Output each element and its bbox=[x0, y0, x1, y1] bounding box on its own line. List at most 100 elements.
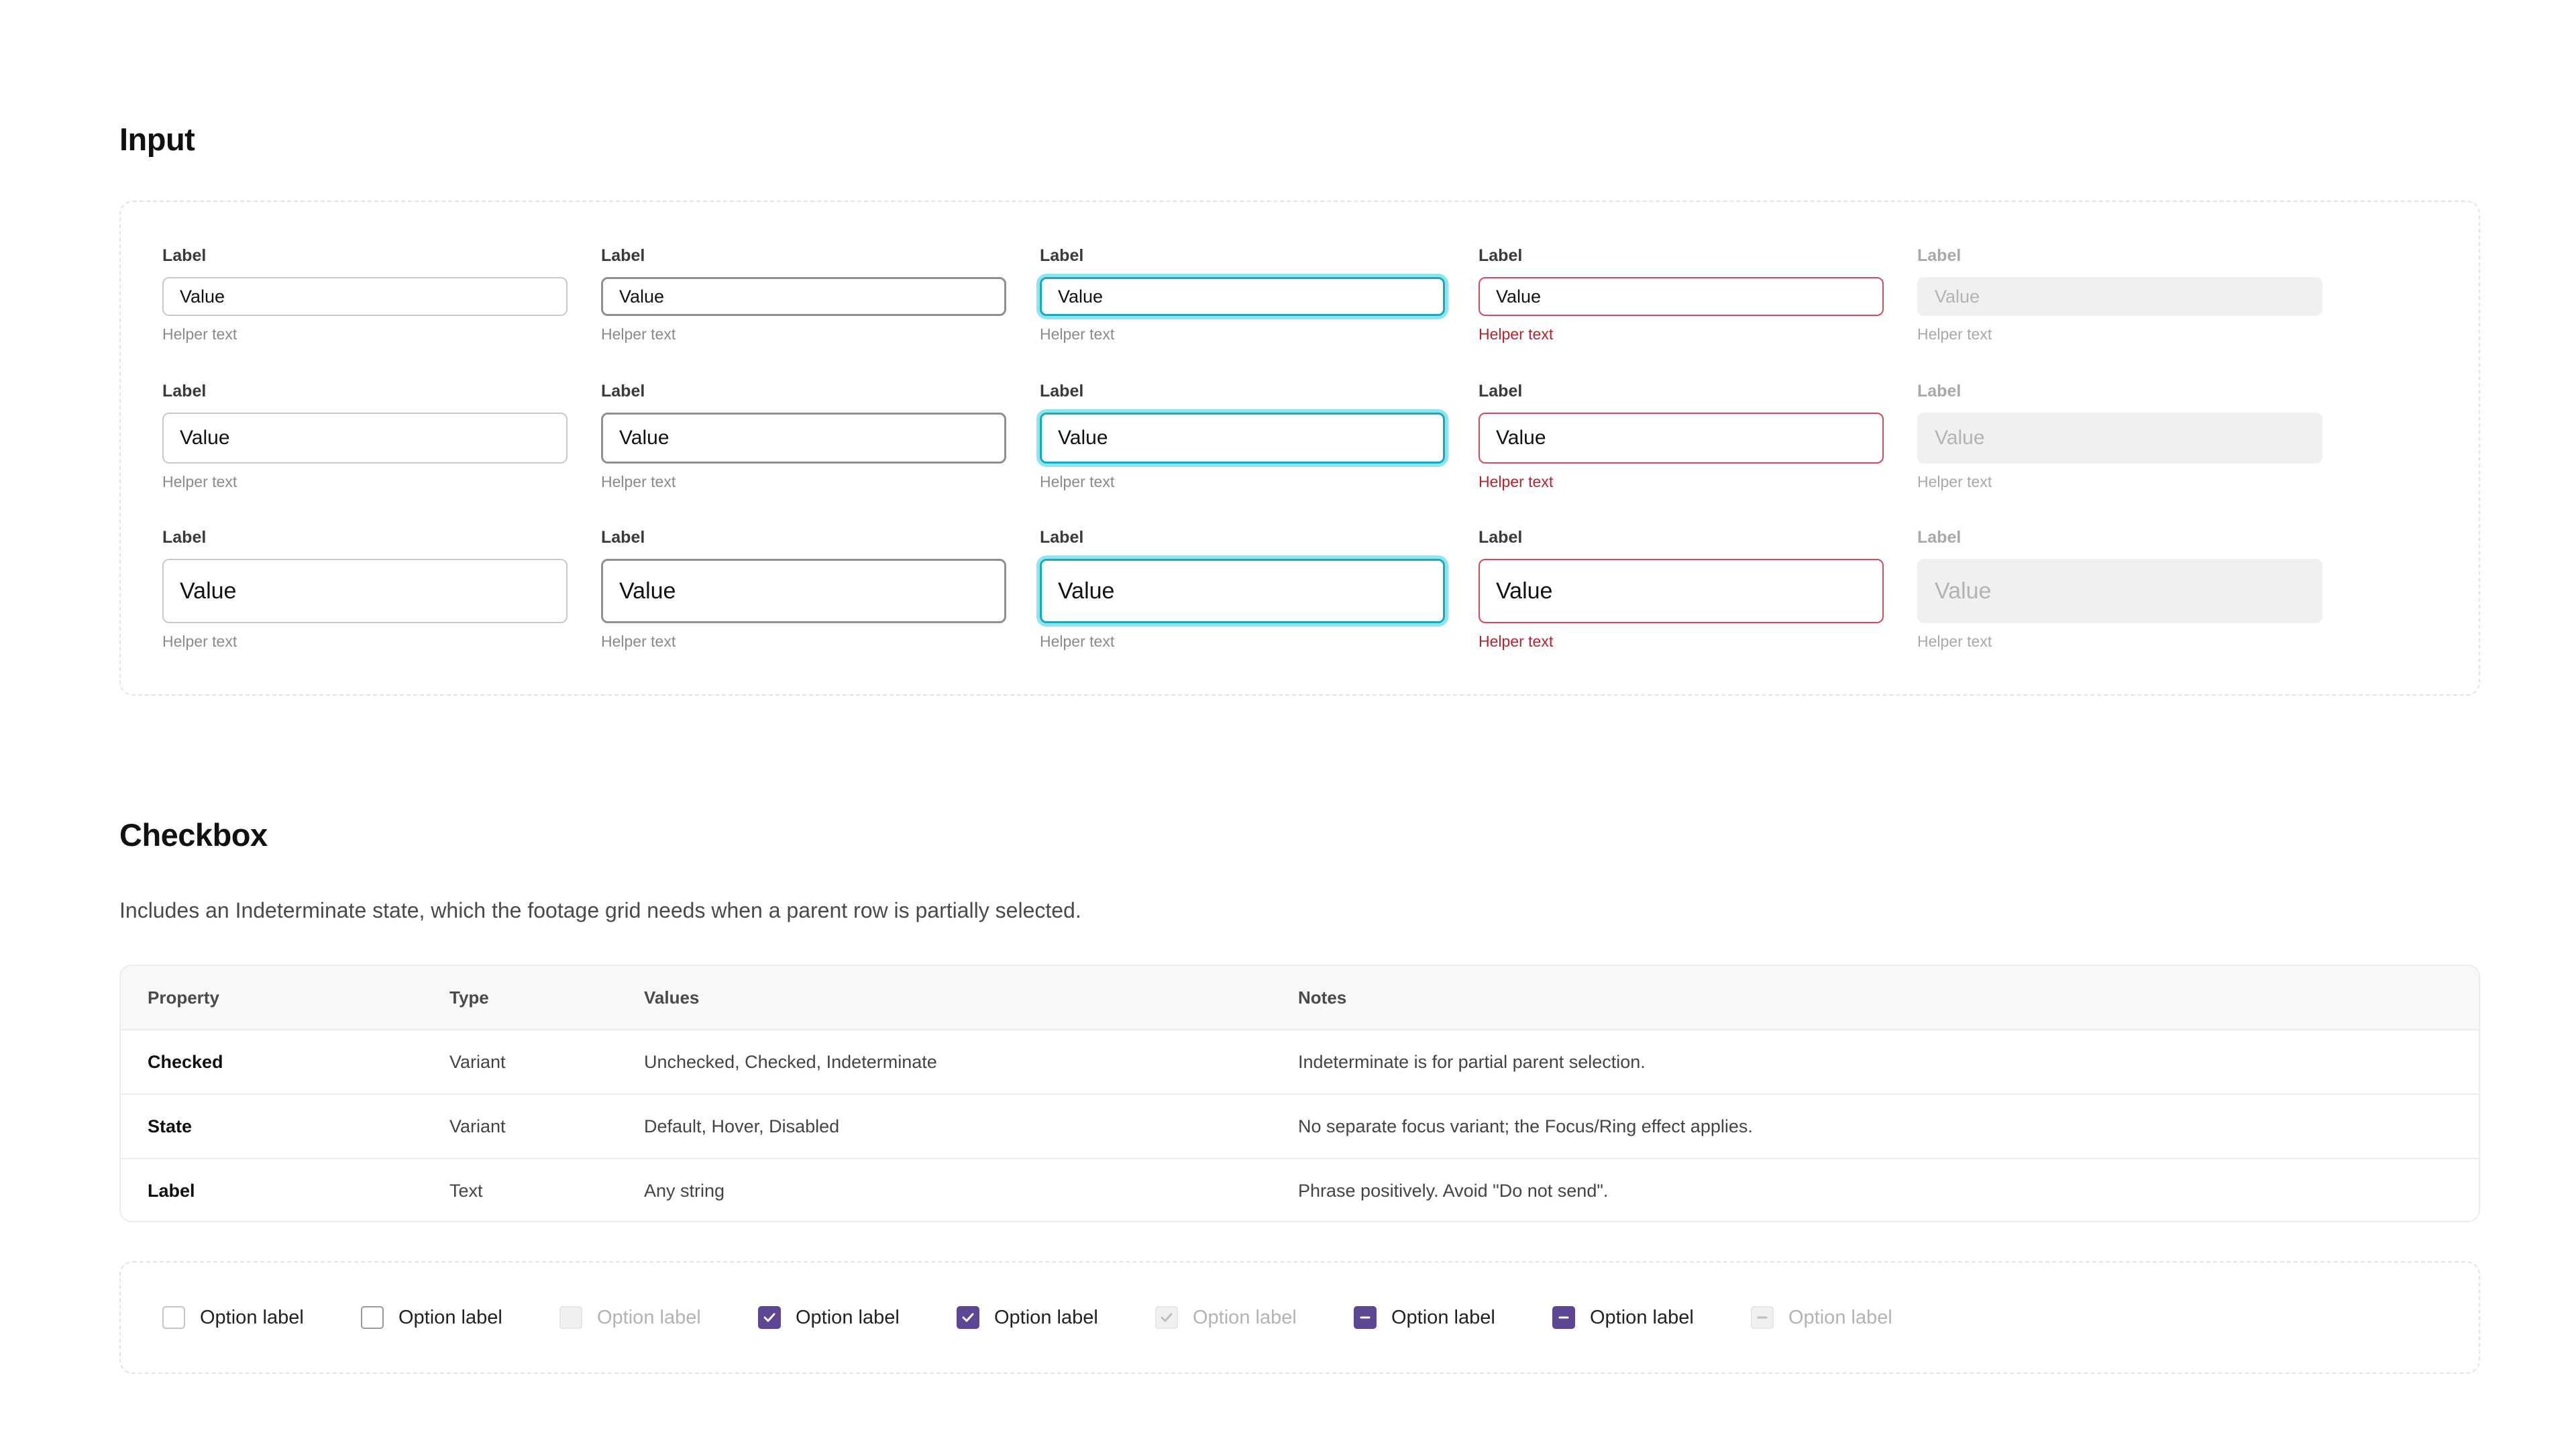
table-cell: Indeterminate is for partial parent sele… bbox=[1298, 1051, 1646, 1072]
input-label: Label bbox=[601, 246, 645, 265]
table-cell-property: Checked bbox=[148, 1051, 223, 1072]
table-row: Checked Variant Unchecked, Checked, Inde… bbox=[121, 1029, 2479, 1093]
checkbox-box[interactable] bbox=[1552, 1306, 1575, 1329]
helper-text: Helper text bbox=[601, 633, 676, 650]
helper-text: Helper text bbox=[1917, 473, 1992, 490]
checkbox-box[interactable] bbox=[162, 1306, 185, 1329]
checkbox-label: Option label bbox=[1788, 1306, 1892, 1328]
section-title-input: Input bbox=[119, 121, 195, 157]
table-cell: Unchecked, Checked, Indeterminate bbox=[644, 1051, 937, 1072]
checkbox-box[interactable] bbox=[361, 1306, 384, 1329]
table-header-row: Property Type Values Notes bbox=[121, 966, 2479, 1029]
checkbox-label: Option label bbox=[994, 1306, 1098, 1328]
table-cell: Text bbox=[449, 1180, 483, 1201]
table-cell: Default, Hover, Disabled bbox=[644, 1116, 840, 1136]
checkbox-label: Option label bbox=[1193, 1306, 1297, 1328]
checkbox-box[interactable] bbox=[758, 1306, 781, 1329]
helper-text: Helper text bbox=[1040, 473, 1115, 490]
checkbox-box bbox=[1751, 1306, 1774, 1329]
table-row: State Variant Default, Hover, Disabled N… bbox=[121, 1093, 2479, 1158]
checkbox-showcase-panel: Option label Option label Option label O… bbox=[119, 1261, 2480, 1374]
table-cell: Any string bbox=[644, 1180, 725, 1201]
input-label: Label bbox=[1917, 246, 1962, 265]
text-input[interactable]: Value bbox=[1040, 277, 1445, 316]
text-input[interactable]: Value bbox=[601, 413, 1006, 464]
text-input-disabled: Value bbox=[1917, 277, 2322, 316]
input-label: Label bbox=[601, 382, 645, 400]
check-icon bbox=[763, 1313, 775, 1322]
checkbox-box[interactable] bbox=[957, 1306, 979, 1329]
helper-text: Helper text bbox=[162, 325, 237, 343]
input-label: Label bbox=[1479, 246, 1523, 265]
table-header-cell: Type bbox=[449, 987, 489, 1008]
text-input[interactable]: Value bbox=[162, 413, 568, 464]
checkbox-checked-hover[interactable]: Option label bbox=[957, 1263, 1098, 1373]
helper-text: Helper text bbox=[1917, 325, 1992, 343]
helper-text: Helper text bbox=[1917, 633, 1992, 650]
minus-icon bbox=[1558, 1316, 1569, 1319]
text-input[interactable]: Value bbox=[1040, 559, 1445, 623]
helper-text-error: Helper text bbox=[1479, 633, 1554, 650]
helper-text: Helper text bbox=[162, 473, 237, 490]
input-label: Label bbox=[1479, 528, 1523, 547]
text-input[interactable]: Value bbox=[162, 559, 568, 623]
helper-text: Helper text bbox=[1040, 633, 1115, 650]
table-header-cell: Notes bbox=[1298, 987, 1347, 1008]
helper-text: Helper text bbox=[601, 473, 676, 490]
helper-text: Helper text bbox=[601, 325, 676, 343]
input-label: Label bbox=[601, 528, 645, 547]
checkbox-indeterminate-default[interactable]: Option label bbox=[1354, 1263, 1495, 1373]
text-input[interactable]: Value bbox=[601, 277, 1006, 316]
input-label: Label bbox=[1040, 528, 1084, 547]
checkbox-checked-disabled: Option label bbox=[1155, 1263, 1297, 1373]
table-header-cell: Property bbox=[148, 987, 219, 1008]
checkbox-indeterminate-hover[interactable]: Option label bbox=[1552, 1263, 1694, 1373]
table-cell-property: Label bbox=[148, 1180, 195, 1201]
table-header-cell: Values bbox=[644, 987, 700, 1008]
checkbox-unchecked-disabled: Option label bbox=[559, 1263, 701, 1373]
text-input[interactable]: Value bbox=[1479, 277, 1884, 316]
section-title-checkbox: Checkbox bbox=[119, 817, 268, 853]
checkbox-label: Option label bbox=[796, 1306, 900, 1328]
helper-text: Helper text bbox=[1040, 325, 1115, 343]
input-label: Label bbox=[1040, 246, 1084, 265]
checkbox-unchecked-default[interactable]: Option label bbox=[162, 1263, 304, 1373]
helper-text: Helper text bbox=[162, 633, 237, 650]
table-cell: Phrase positively. Avoid "Do not send". bbox=[1298, 1180, 1609, 1201]
check-icon bbox=[1161, 1313, 1173, 1322]
table-cell-property: State bbox=[148, 1116, 193, 1136]
input-label: Label bbox=[162, 382, 207, 400]
text-input[interactable]: Value bbox=[162, 277, 568, 316]
table-cell: No separate focus variant; the Focus/Rin… bbox=[1298, 1116, 1753, 1136]
text-input[interactable]: Value bbox=[601, 559, 1006, 623]
input-label: Label bbox=[162, 528, 207, 547]
minus-icon bbox=[1757, 1316, 1768, 1319]
text-input-disabled: Value bbox=[1917, 413, 2322, 464]
input-label: Label bbox=[1917, 528, 1962, 547]
checkbox-box bbox=[559, 1306, 582, 1329]
helper-text-error: Helper text bbox=[1479, 473, 1554, 490]
helper-text-error: Helper text bbox=[1479, 325, 1554, 343]
table-cell: Variant bbox=[449, 1116, 506, 1136]
checkbox-label: Option label bbox=[1391, 1306, 1495, 1328]
checkbox-label: Option label bbox=[597, 1306, 701, 1328]
text-input-disabled: Value bbox=[1917, 559, 2322, 623]
text-input[interactable]: Value bbox=[1479, 559, 1884, 623]
checkbox-label: Option label bbox=[1590, 1306, 1694, 1328]
checkbox-unchecked-hover[interactable]: Option label bbox=[361, 1263, 502, 1373]
table-cell: Variant bbox=[449, 1051, 506, 1072]
input-label: Label bbox=[1917, 382, 1962, 400]
checkbox-indeterminate-disabled: Option label bbox=[1751, 1263, 1892, 1373]
table-row: Label Text Any string Phrase positively.… bbox=[121, 1158, 2479, 1221]
text-input[interactable]: Value bbox=[1040, 413, 1445, 464]
check-icon bbox=[962, 1313, 974, 1322]
input-label: Label bbox=[1040, 382, 1084, 400]
checkbox-box[interactable] bbox=[1354, 1306, 1377, 1329]
section-description: Includes an Indeterminate state, which t… bbox=[119, 898, 1081, 922]
input-showcase-panel: Label Value Helper text Label Value Help… bbox=[119, 201, 2480, 696]
checkbox-checked-default[interactable]: Option label bbox=[758, 1263, 900, 1373]
checkbox-label: Option label bbox=[398, 1306, 502, 1328]
input-label: Label bbox=[1479, 382, 1523, 400]
text-input[interactable]: Value bbox=[1479, 413, 1884, 464]
checkbox-box bbox=[1155, 1306, 1178, 1329]
